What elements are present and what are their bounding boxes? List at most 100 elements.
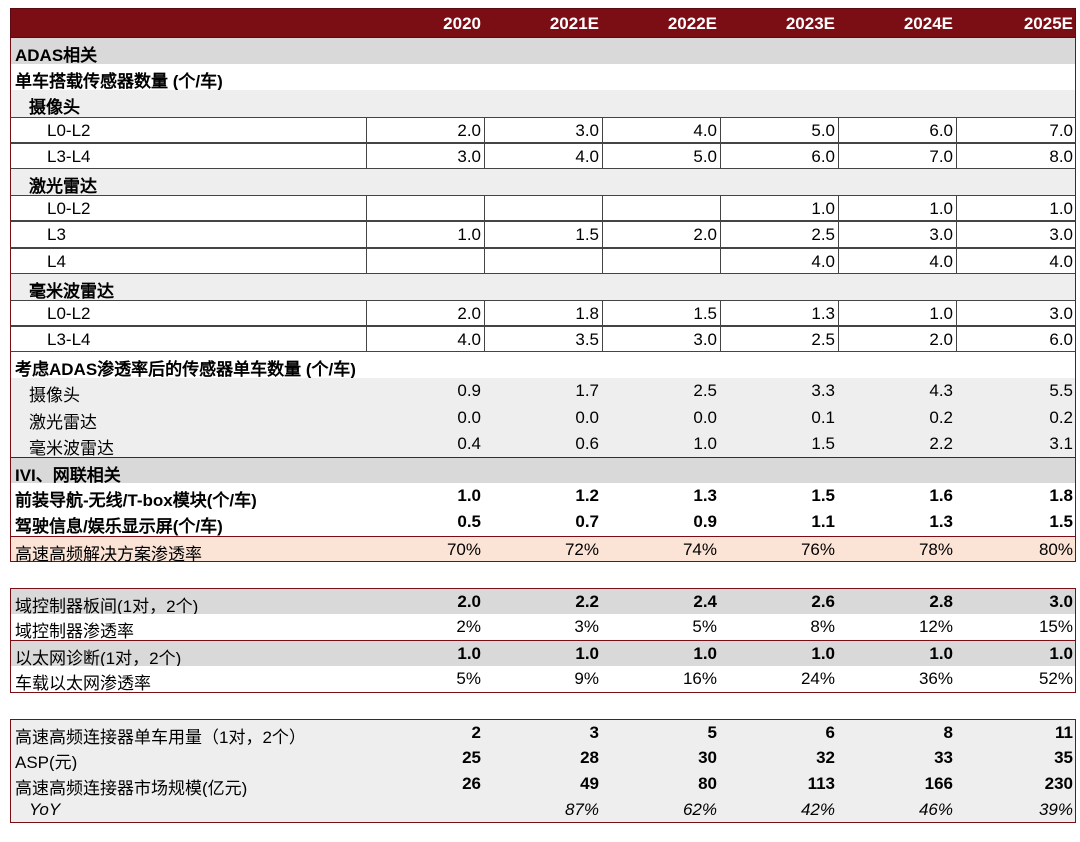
cell-value: 46% [918,800,953,820]
table-row: 前装导航-无线/T-box模块(个/车) 1.0 1.2 1.3 1.5 1.6 1.8 [10,483,1076,510]
table-row: ASP(元) 25 28 30 32 33 35 [10,744,1076,772]
cell-value: 32 [816,747,835,767]
grid-cell-border [956,117,1077,142]
grid-cell-border [956,327,1077,352]
grid-cell-border [838,300,956,326]
cell-value: 2.0 [457,120,481,140]
cell-value: 5% [456,669,481,689]
cell-value: 0.1 [811,407,835,427]
cell-value: 1.7 [575,381,599,401]
cell-value: 1.0 [1049,199,1073,219]
cell-value: 7.0 [929,146,953,166]
cell-value: 52% [1038,669,1073,689]
subsection-camera: 摄像头 [10,90,1076,117]
grid-cell-border [838,248,956,273]
row-label: 以太网诊断(1对，2个) [15,649,182,669]
cell-value: 28 [580,747,599,767]
cell-value: 4.0 [693,120,717,140]
cell-value: 1.0 [811,199,835,219]
cell-value: 3 [589,722,599,742]
cell-value: 3.3 [811,381,835,401]
cell-value: 2.5 [811,330,835,350]
cell-value: 113 [807,773,835,793]
cell-value: 26 [462,773,481,793]
row-label: 高速高频解决方案渗透率 [15,544,202,564]
cell-value: 1.3 [693,486,717,506]
table-row: L3 1.0 1.5 2.0 2.5 3.0 3.0 [10,221,1076,248]
year-header: 2023E [785,14,835,33]
year-header: 2021E [549,14,599,33]
grid-cell-border [602,196,720,221]
year-header: 2024E [903,14,953,33]
grid-cell-border [484,222,602,247]
row-label: ASP(元) [15,752,78,772]
table-row: 驾驶信息/娱乐显示屏(个/车) 0.5 0.7 0.9 1.1 1.3 1.5 [10,509,1076,536]
row-label: L3 [47,225,66,245]
cell-value: 1.6 [929,486,953,506]
cell-value: 2.8 [929,591,953,611]
grid-cell-border [838,196,956,221]
table-row: L3-L4 4.0 3.5 3.0 2.5 2.0 6.0 [10,326,1077,353]
cell-value: 3% [574,616,599,636]
cell-value: 0.0 [457,407,481,427]
cell-value: 1.5 [693,303,717,323]
cell-value: 2.2 [575,591,599,611]
grid-cell-border [366,248,484,273]
cell-value: 42% [800,800,835,820]
grid-cell-border [838,143,956,168]
cell-value: 1.5 [1049,512,1073,532]
cell-value: 2 [471,722,481,742]
year-header: 2020 [443,14,481,33]
cell-value: 0.2 [929,407,953,427]
row-label: 域控制器板间(1对，2个) [15,596,199,616]
spacer [10,562,1076,588]
table-row: YoY 87% 62% 42% 46% 39% [10,797,1076,824]
cell-value: 87% [564,800,599,820]
cell-value: 2.0 [457,303,481,323]
cell-value: 6.0 [811,146,835,166]
cell-value: 2.5 [811,225,835,245]
cell-value: 2% [456,616,481,636]
cell-value: 11 [1055,722,1073,742]
cell-value: 1.5 [811,486,835,506]
cell-value: 72% [564,539,599,559]
grid-cell-border [720,248,838,273]
cell-value: 9% [574,669,599,689]
cell-value: 0.7 [575,512,599,532]
table-row: L0-L2 2.0 3.0 4.0 5.0 6.0 7.0 [10,116,1077,143]
cell-value: 35 [1054,747,1073,767]
cell-value: 0.9 [457,381,481,401]
cell-value: 1.3 [929,512,953,532]
table-row: 摄像头 0.9 1.7 2.5 3.3 4.3 5.5 [10,378,1076,405]
cell-value: 1.0 [457,225,481,245]
spacer [10,693,1076,719]
cell-value: 3.0 [1049,225,1073,245]
table-row: 高速高频连接器单车用量（1对，2个） 2 3 5 6 8 11 [10,718,1076,747]
cell-value: 1.0 [929,199,953,219]
row-label: L0-L2 [47,120,91,140]
grid-cell-border [366,143,484,168]
cell-value: 24% [800,669,835,689]
table-row: 高速高频连接器市场规模(亿元) 26 49 80 113 166 230 [10,770,1076,798]
grid-cell-border [484,143,602,168]
cell-value: 80 [698,773,717,793]
cell-value: 0.6 [575,433,599,453]
cell-value: 4.3 [929,381,953,401]
cell-value: 70% [446,539,481,559]
grid-cell-border [602,300,720,326]
cell-value: 8% [810,616,835,636]
year-header: 2022E [667,14,717,33]
row-label: 激光雷达 [29,176,97,196]
cell-value: 0.4 [457,433,481,453]
cell-value: 2.6 [811,591,835,611]
cell-value: 1.1 [811,512,835,532]
cell-value: 76% [800,539,835,559]
grid-cell-border [602,117,720,142]
section-adas: ADAS相关 [10,38,1076,65]
cell-value: 0.0 [575,407,599,427]
cell-value: 1.8 [575,303,599,323]
table-row: 域控制器渗透率 2% 3% 5% 8% 12% 15% [10,613,1076,641]
cell-value: 3.0 [1049,591,1073,611]
table-row: L3-L4 3.0 4.0 5.0 6.0 7.0 8.0 [10,142,1076,169]
cell-value: 2.0 [693,225,717,245]
